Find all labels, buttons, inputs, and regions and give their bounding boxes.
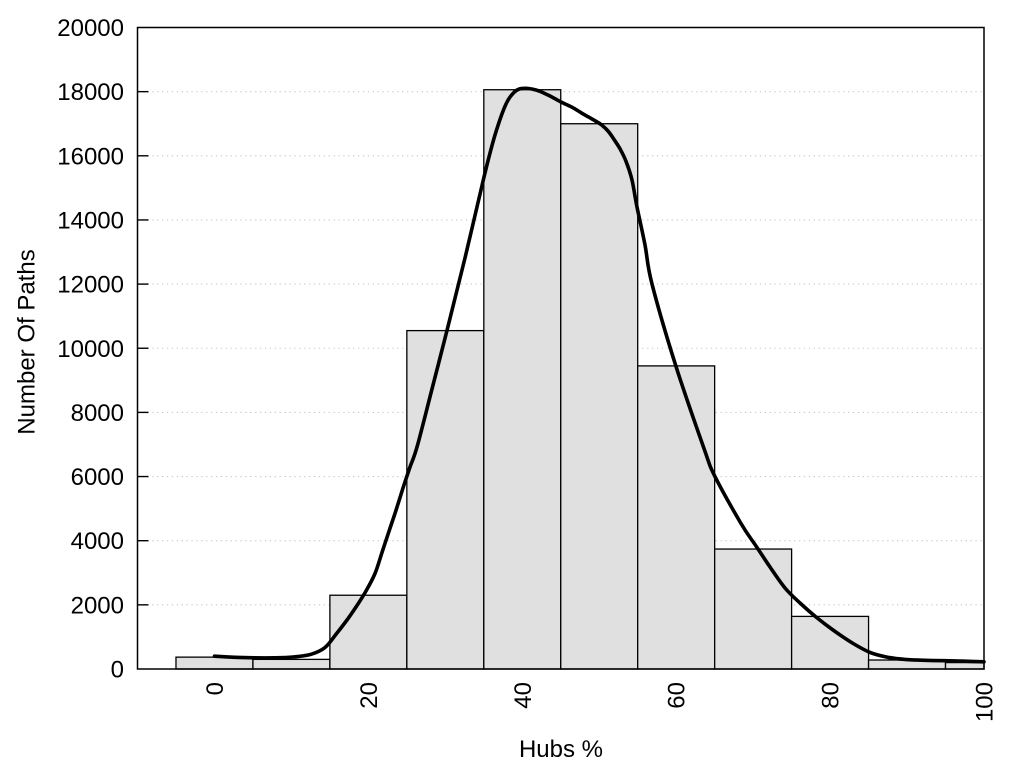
svg-text:14000: 14000 bbox=[57, 207, 124, 234]
svg-text:10000: 10000 bbox=[57, 336, 124, 363]
svg-text:16000: 16000 bbox=[57, 143, 124, 170]
svg-text:Number Of Paths: Number Of Paths bbox=[14, 249, 41, 434]
svg-text:40: 40 bbox=[510, 682, 537, 709]
svg-text:8000: 8000 bbox=[71, 400, 124, 427]
svg-text:0: 0 bbox=[202, 682, 229, 695]
svg-text:20000: 20000 bbox=[57, 15, 124, 42]
svg-text:80: 80 bbox=[818, 682, 845, 709]
svg-text:100: 100 bbox=[972, 682, 999, 722]
svg-text:2000: 2000 bbox=[71, 592, 124, 619]
svg-text:60: 60 bbox=[664, 682, 691, 709]
svg-text:6000: 6000 bbox=[71, 464, 124, 491]
svg-text:Hubs %: Hubs % bbox=[519, 736, 603, 763]
svg-text:18000: 18000 bbox=[57, 79, 124, 106]
svg-text:0: 0 bbox=[111, 657, 124, 684]
svg-text:12000: 12000 bbox=[57, 272, 124, 299]
svg-text:20: 20 bbox=[356, 682, 383, 709]
svg-text:4000: 4000 bbox=[71, 528, 124, 555]
